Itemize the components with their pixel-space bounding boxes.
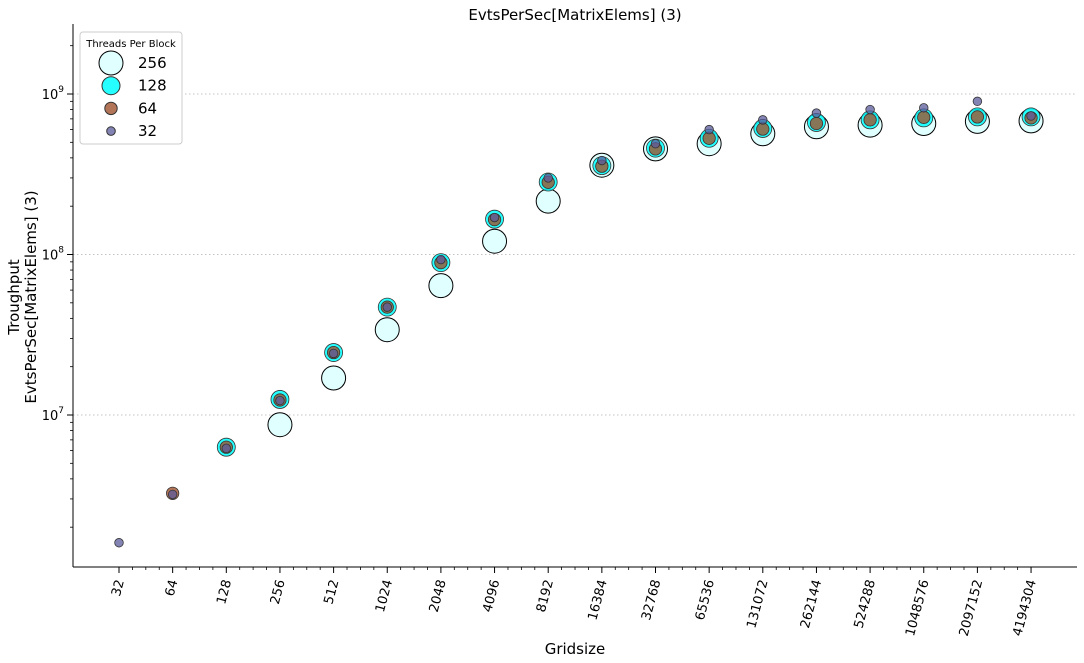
legend-label: 64 [138,99,157,117]
x-axis-ticks: 32 64 128 256 512 1024 2048 4096 8192 16384 32768 6… [109,567,1040,638]
x-tick-label: 8192 [534,578,557,614]
y-tick-label: 109 [42,85,65,103]
point-tpb-32 [650,139,661,149]
legend-items: 256 128 64 32 [98,50,167,140]
point-tpb-32 [436,254,446,265]
legend-marker [106,126,116,136]
point-tpb-32 [811,108,822,118]
x-tick-label: 1048576 [903,578,932,638]
y-tick-label: 107 [42,406,64,424]
x-tick-label: 32 [109,578,128,598]
point-tpb-32 [167,489,178,500]
point-tpb-256 [482,228,508,254]
x-tick-label: 512 [322,578,343,606]
x-tick-label: 262144 [798,578,825,630]
legend-marker [98,50,124,76]
legend-marker [104,101,118,116]
point-tpb-32 [328,348,339,359]
y-axis-title-line-1: Troughput [5,259,23,336]
point-tpb-64 [970,110,985,124]
point-tpb-32 [114,538,124,548]
x-tick-label: 2048 [427,578,450,614]
legend: Threads Per Block 256 128 64 32 [79,31,183,145]
x-tick-label: 4194304 [1010,578,1039,638]
point-tpb-64 [809,116,824,131]
data-points [114,96,1044,548]
point-tpb-32 [275,395,285,406]
point-tpb-32 [758,115,768,125]
x-tick-label: 524288 [852,578,879,630]
legend-label: 128 [138,77,167,95]
x-tick-label: 256 [268,578,289,606]
point-tpb-32 [382,302,392,312]
x-tick-label: 32768 [639,578,664,622]
legend-marker [101,76,121,96]
point-tpb-256 [535,188,561,214]
legend-label: 32 [138,122,157,140]
point-tpb-32 [221,443,232,454]
y-axis-title-line-2: EvtsPerSec[MatrixElems] (3) [22,190,40,403]
point-tpb-256 [267,412,293,438]
y-tick-label: 108 [42,246,65,264]
point-tpb-64 [917,110,931,124]
chart-title: EvtsPerSec[MatrixElems] (3) [468,6,681,24]
point-tpb-32 [543,173,553,183]
y-axis-ticks: 107 108 109 [42,45,73,528]
point-tpb-32 [704,124,714,135]
x-tick-label: 4096 [480,578,503,614]
point-tpb-32 [489,212,500,223]
point-tpb-256 [321,365,347,391]
legend-label: 256 [138,54,167,72]
point-tpb-32 [597,155,607,166]
x-tick-label: 16384 [586,578,611,622]
point-tpb-64 [863,113,877,127]
point-tpb-64 [756,122,770,136]
x-tick-label: 131072 [744,578,771,630]
point-tpb-32 [919,103,929,113]
y-axis-title: Troughput EvtsPerSec[MatrixElems] (3) [5,190,40,403]
x-tick-label: 2097152 [957,578,986,638]
point-tpb-32 [972,96,983,107]
grid-lines [73,93,1077,416]
point-tpb-256 [428,273,454,299]
x-tick-label: 128 [214,578,235,606]
x-tick-label: 65536 [693,578,718,622]
point-tpb-256 [374,317,400,343]
x-tick-label: 1024 [373,578,396,614]
legend-title: Threads Per Block [85,39,176,50]
x-tick-label: 64 [163,578,182,598]
point-tpb-32 [865,104,875,115]
x-axis-title: Gridsize [545,640,606,658]
point-tpb-32 [1026,111,1036,121]
